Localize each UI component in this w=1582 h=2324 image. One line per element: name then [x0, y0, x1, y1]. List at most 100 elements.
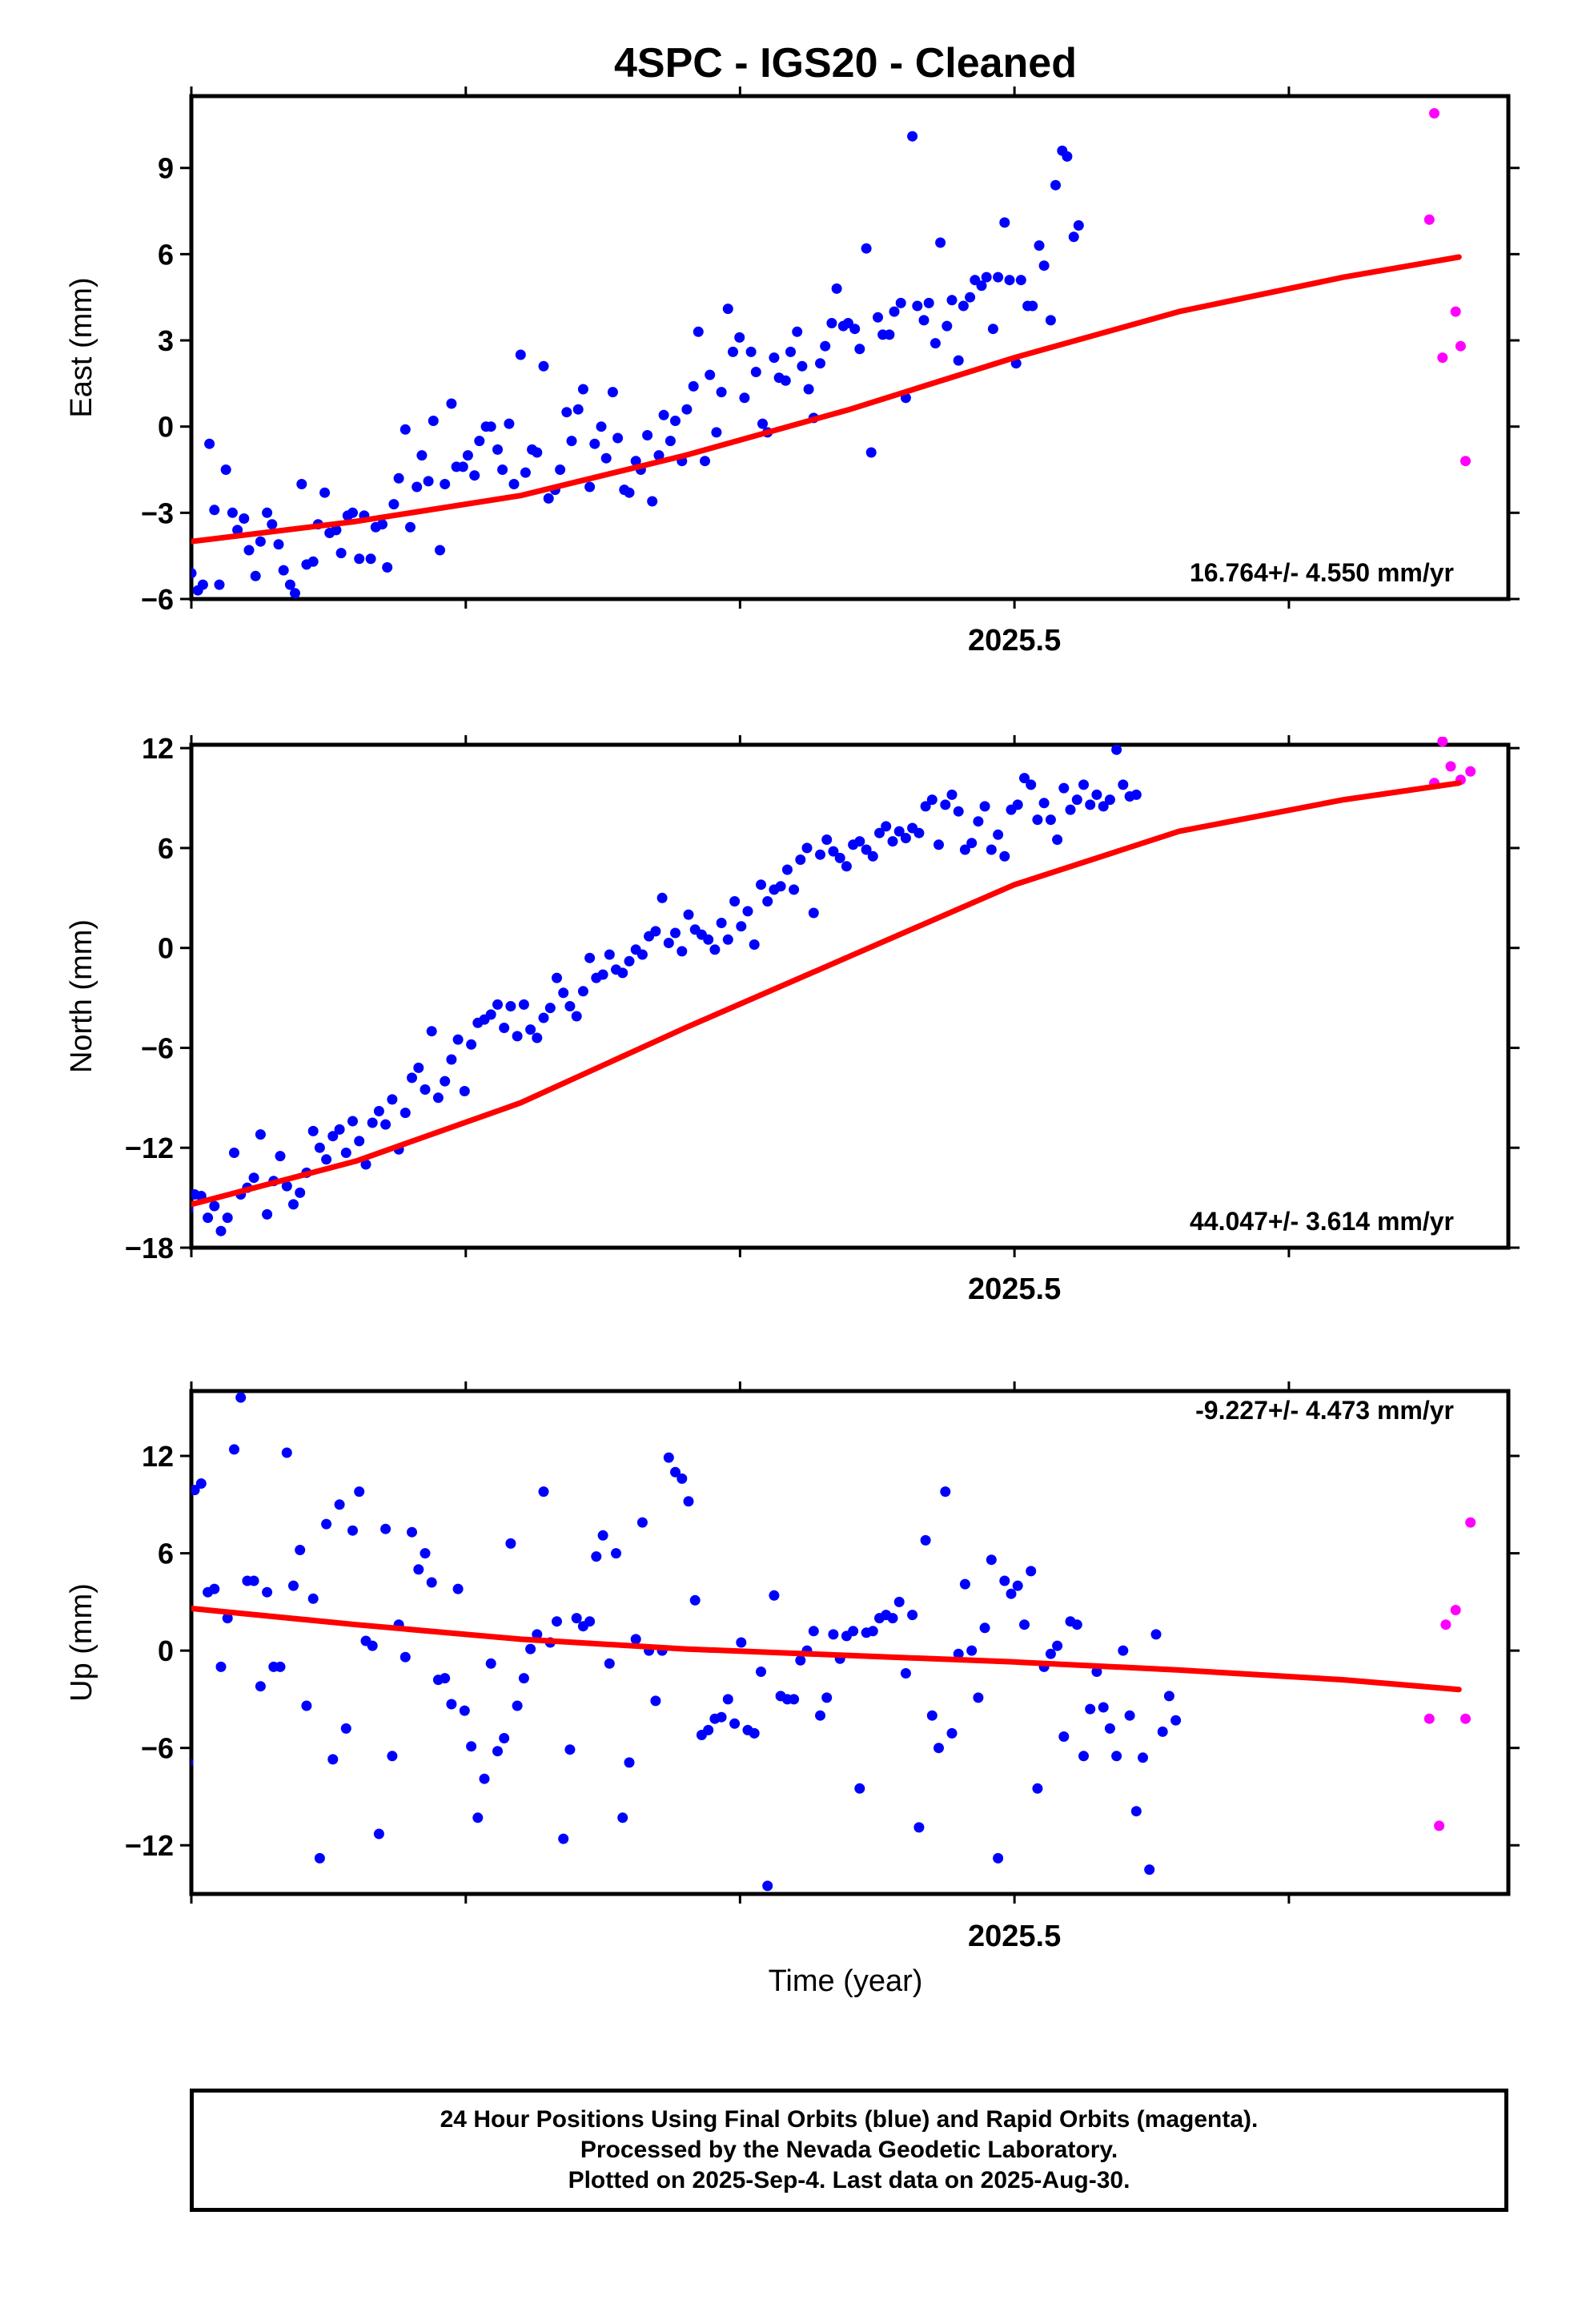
final-orbit-point [321, 1518, 332, 1530]
final-orbit-point [446, 1699, 457, 1710]
final-orbit-point [986, 844, 997, 855]
final-orbit-point [1124, 1710, 1135, 1721]
final-orbit-point [979, 801, 990, 812]
final-orbit-point [191, 1485, 200, 1496]
final-orbit-point [663, 1452, 674, 1463]
final-orbit-point [1006, 1588, 1017, 1599]
final-orbit-point [597, 969, 608, 980]
final-orbit-point [288, 1580, 299, 1591]
final-orbit-point [848, 1626, 859, 1637]
final-orbit-point [803, 384, 814, 395]
final-orbit-point [197, 579, 208, 590]
final-orbit-point [900, 833, 911, 843]
final-orbit-point [1071, 794, 1082, 806]
final-orbit-point [275, 1661, 286, 1672]
final-orbit-point [466, 1741, 477, 1752]
final-orbit-point [284, 579, 295, 590]
final-orbit-point [1019, 1619, 1030, 1630]
final-orbit-point [893, 826, 905, 837]
final-orbit-point [505, 1538, 516, 1549]
rapid-orbit-point [1437, 737, 1448, 747]
final-orbit-point [677, 1473, 688, 1484]
rapid-orbit-point [1445, 761, 1456, 772]
final-orbit-point [367, 1640, 378, 1651]
final-orbit-point [795, 854, 806, 865]
x-axis-label: Time (year) [769, 1964, 923, 1998]
final-orbit-point [907, 1610, 918, 1621]
fit-line [191, 780, 1462, 1208]
final-orbit-point [999, 217, 1010, 228]
final-orbit-point [262, 1586, 273, 1598]
rapid-orbit-point [1423, 1713, 1435, 1724]
final-orbit-point [831, 283, 842, 294]
final-orbit-point [815, 849, 825, 860]
final-orbit-point [1052, 834, 1063, 845]
final-orbit-point [826, 318, 837, 328]
final-orbit-point [571, 1613, 582, 1624]
final-orbit-point [607, 387, 618, 398]
data-points-group [173, 108, 1471, 599]
final-orbit-point [907, 131, 918, 142]
final-orbit-point [474, 436, 485, 447]
rate-label: 44.047+/- 3.614 mm/yr [1190, 1207, 1454, 1236]
rapid-orbit-point [1423, 214, 1435, 225]
final-orbit-point [462, 450, 473, 461]
final-orbit-point [195, 1478, 207, 1489]
rapid-orbit-point [1465, 1517, 1476, 1528]
final-orbit-point [505, 1001, 516, 1011]
plot-frame [189, 1389, 1511, 1896]
final-orbit-point [504, 418, 515, 429]
final-orbit-point [617, 967, 628, 979]
footer-line-1: 24 Hour Positions Using Final Orbits (bl… [440, 2106, 1259, 2133]
final-orbit-point [1118, 1645, 1129, 1656]
final-orbit-point [854, 836, 865, 847]
final-orbit-point [515, 349, 526, 360]
final-orbit-point [841, 861, 852, 872]
final-orbit-point [479, 1773, 490, 1784]
final-orbit-point [1038, 260, 1050, 271]
final-orbit-point [459, 1086, 470, 1096]
final-orbit-point [750, 367, 761, 377]
final-orbit-point [1073, 220, 1084, 231]
final-orbit-point [1104, 1723, 1115, 1734]
final-orbit-point [552, 972, 562, 983]
final-orbit-point [1091, 1667, 1102, 1677]
final-orbit-point [457, 461, 468, 472]
final-orbit-point [749, 939, 760, 950]
final-orbit-point [867, 850, 878, 862]
final-orbit-point [630, 1634, 641, 1645]
final-orbit-point [711, 427, 722, 438]
final-orbit-point [173, 493, 183, 504]
final-orbit-point [278, 565, 289, 576]
final-orbit-point [630, 456, 641, 467]
final-orbit-point [428, 416, 439, 426]
final-orbit-point [722, 934, 733, 945]
rapid-orbit-point [1450, 1605, 1461, 1615]
final-orbit-point [435, 545, 445, 556]
final-orbit-point [572, 404, 584, 415]
final-orbit-point [781, 864, 793, 875]
final-orbit-point [926, 794, 938, 806]
final-orbit-point [854, 1783, 865, 1794]
final-orbit-point [953, 355, 964, 366]
y-tick-label: −3 [141, 497, 174, 529]
final-orbit-point [544, 1003, 556, 1014]
final-orbit-point [1130, 1806, 1142, 1817]
final-orbit-point [492, 444, 503, 455]
data-points-group [191, 1392, 1476, 1892]
final-orbit-point [624, 487, 635, 498]
final-orbit-point [993, 829, 1004, 840]
final-orbit-point [452, 1583, 464, 1594]
final-orbit-point [1050, 179, 1061, 191]
final-orbit-point [650, 926, 661, 937]
final-orbit-point [999, 850, 1010, 862]
final-orbit-point [407, 1072, 417, 1084]
final-orbit-point [973, 816, 984, 827]
final-orbit-point [532, 447, 543, 458]
final-orbit-point [1004, 275, 1015, 286]
final-orbit-point [347, 1525, 358, 1536]
chart-title: 4SPC - IGS20 - Cleaned [614, 40, 1077, 86]
final-orbit-point [658, 409, 669, 420]
final-orbit-point [611, 1548, 621, 1559]
final-orbit-point [1150, 1629, 1162, 1640]
